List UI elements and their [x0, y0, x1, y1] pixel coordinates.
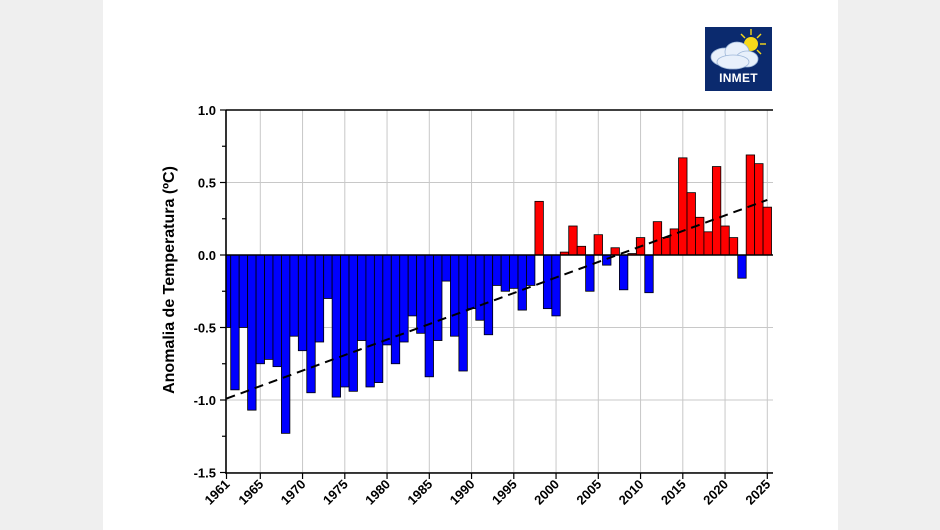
bar-2020	[720, 225, 730, 256]
bar-1971	[306, 254, 316, 394]
y-tick-label: -0.5	[194, 321, 216, 336]
bar-2006	[602, 254, 612, 266]
x-tick-label: 2025	[742, 477, 773, 508]
y-tick-label: 0.5	[198, 176, 216, 191]
bar-1983	[407, 254, 418, 317]
bar-1988	[450, 254, 460, 337]
x-tick-label: 2020	[700, 477, 731, 508]
bar-2003	[576, 245, 587, 256]
x-tick-label: 2000	[531, 477, 562, 508]
bar-1969	[289, 254, 299, 337]
bar-2004	[585, 254, 595, 292]
bar-2021	[728, 237, 739, 256]
bar-2008	[619, 254, 629, 291]
bar-2017	[695, 216, 705, 256]
bar-1980	[382, 254, 392, 346]
bar-1974	[331, 254, 341, 398]
bar-2015	[678, 157, 688, 256]
bar-1965	[255, 254, 265, 365]
bar-1990	[466, 254, 477, 310]
trend-line-dashed	[226, 198, 768, 400]
bar-2012	[652, 221, 663, 256]
x-tick-label: 2010	[616, 477, 647, 508]
bar-2011	[644, 254, 654, 294]
bar-2019	[711, 166, 722, 256]
bar-1967	[272, 254, 282, 368]
bar-1991	[475, 254, 485, 321]
bar-2025	[762, 206, 772, 256]
bar-1992	[483, 254, 494, 336]
x-tick-labels: 1961 1965 1970 1975 1980 1985 1990 1995 2000 2005…	[202, 477, 774, 508]
y-tick-label: 1.0	[198, 103, 216, 118]
bar-1976	[348, 254, 358, 392]
bar-1985	[424, 254, 434, 378]
x-tick-label: 1980	[362, 477, 393, 508]
bar-2005	[593, 234, 603, 256]
x-tick-label: 1970	[278, 477, 309, 508]
trend-line	[226, 198, 768, 400]
axes	[220, 109, 773, 479]
y-tick-label: -1.0	[194, 393, 216, 408]
bar-1977	[357, 254, 367, 341]
bar-1979	[373, 254, 384, 383]
bar-1978	[365, 254, 375, 388]
x-tick-label: 1985	[404, 477, 435, 508]
y-tick-labels: -1.5 -1.0 -0.5 0.0 0.5 1.0	[194, 103, 216, 481]
bar-1962	[230, 254, 240, 391]
bar-2022	[737, 254, 747, 279]
bar-1997	[526, 254, 536, 286]
bar-1970	[297, 254, 308, 352]
bar-2016	[686, 192, 696, 256]
logo-text: INMET	[719, 71, 758, 85]
bar-series	[225, 154, 772, 434]
bar-1968	[281, 254, 291, 434]
x-tick-label: 2015	[658, 477, 689, 508]
bar-1987	[441, 254, 451, 282]
bar-2007	[610, 247, 620, 256]
bar-1994	[500, 254, 510, 292]
bar-1973	[323, 254, 333, 299]
bar-1963	[238, 254, 249, 328]
bar-2013	[661, 237, 671, 256]
bar-1966	[264, 254, 274, 360]
bar-2002	[568, 225, 578, 256]
bar-1986	[433, 254, 443, 341]
cloud-sun-icon	[710, 29, 766, 70]
x-tick-label: 1961	[202, 477, 233, 508]
bar-2000	[551, 254, 561, 317]
y-tick-label: 0.0	[198, 248, 216, 263]
x-tick-label: 2005	[573, 477, 604, 508]
bar-2018	[703, 231, 713, 256]
bar-1993	[492, 254, 502, 286]
bar-1996	[517, 254, 527, 311]
bar-1975	[340, 254, 350, 388]
y-axis-title: Anomalia de Temperatura (ºC)	[161, 166, 178, 394]
bar-1984	[416, 254, 426, 334]
bar-1982	[399, 254, 409, 343]
y-tick-label: -1.5	[194, 466, 216, 481]
bar-1998	[534, 200, 544, 256]
bar-1972	[314, 254, 325, 343]
x-tick-label: 1975	[320, 477, 351, 508]
x-tick-label: 1995	[489, 477, 520, 508]
x-tick-label: 1990	[447, 477, 478, 508]
x-tick-label: 1965	[235, 477, 266, 508]
bar-2024	[754, 163, 764, 256]
bar-1981	[390, 254, 401, 365]
bar-1964	[247, 254, 257, 411]
inmet-logo: INMET	[705, 27, 772, 91]
bar-1995	[509, 254, 519, 289]
